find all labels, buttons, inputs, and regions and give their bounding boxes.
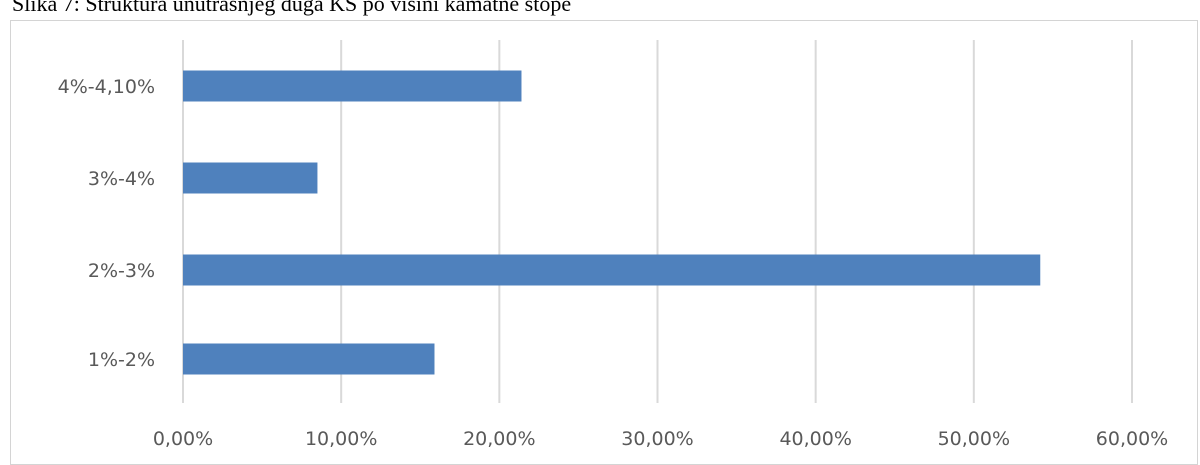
figure-caption: Slika 7: Struktura unutrašnjeg duga KS p… [12,0,572,16]
category-label-1: 3%-4% [88,168,155,190]
x-tick-label-6: 60,00% [1096,428,1168,450]
x-tick-label-2: 20,00% [463,428,535,450]
bar-2 [183,254,1041,286]
category-label-2: 2%-3% [88,260,155,282]
x-tick-label-5: 50,00% [938,428,1010,450]
bar-1 [183,162,318,194]
x-tick-label-3: 30,00% [621,428,693,450]
x-tick-label-4: 40,00% [779,428,851,450]
x-tick-label-0: 0,00% [153,428,213,450]
bar-0 [183,70,522,102]
category-label-3: 1%-2% [88,349,155,371]
category-label-0: 4%-4,10% [58,76,155,98]
bar-3 [183,343,435,375]
x-tick-label-1: 10,00% [305,428,377,450]
